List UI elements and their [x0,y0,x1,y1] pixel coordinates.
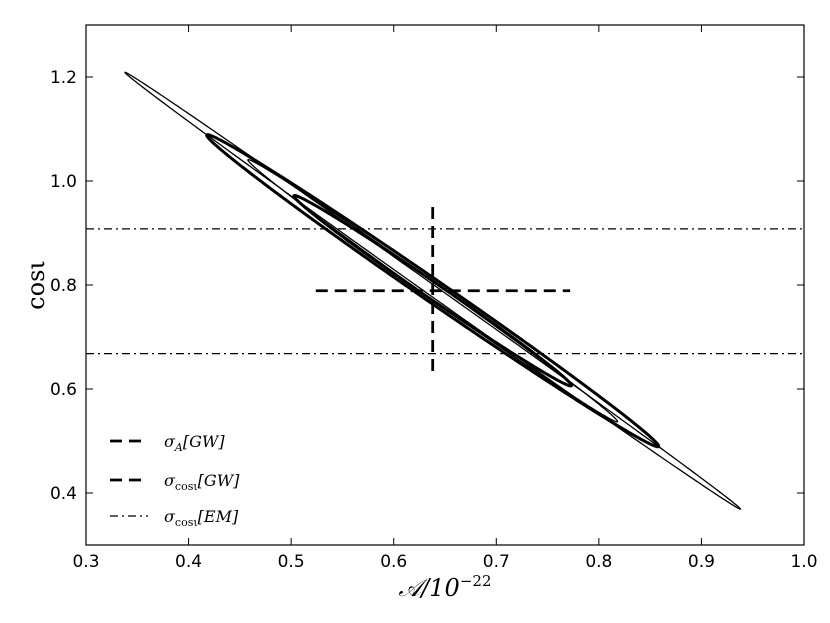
legend-symbol: σ [164,471,176,490]
y-tick-label: 0.6 [50,380,77,400]
x-axis-ticks: 0.3 0.4 0.5 0.6 0.7 0.8 0.9 1.0 [72,25,818,572]
x-axis-label-main: 𝒜/10 [399,574,460,602]
contour-ellipse-4 [292,194,573,388]
contour-ellipses [124,71,742,510]
x-axis-label: 𝒜/10−22 [399,572,492,602]
legend-subscript: A [174,441,183,454]
contour-ellipse-2 [205,133,661,449]
x-tick-label: 1.0 [790,552,817,572]
legend-label-text: [GW] [183,432,225,451]
x-tick-label: 0.8 [585,552,612,572]
y-axis-label: cosι [22,260,50,310]
x-tick-label: 0.5 [278,552,305,572]
x-tick-label: 0.9 [688,552,715,572]
legend-label-sigma_cos_GW: σcosι[GW] [164,471,240,493]
x-tick-label: 0.7 [483,552,510,572]
legend-label-text: [EM] [198,507,239,526]
legend-label-sigma_A_GW: σA[GW] [164,432,225,454]
legend-symbol: σ [164,432,176,451]
x-tick-label: 0.4 [175,552,202,572]
y-tick-label: 1.0 [50,172,77,192]
x-tick-label: 0.6 [380,552,407,572]
legend-label-sigma_cos_EM: σcosι[EM] [164,507,239,529]
legend-symbol: σ [164,507,176,526]
y-axis-ticks: 0.4 0.6 0.8 1.0 1.2 [50,68,804,504]
x-axis-label-exponent: −22 [460,572,492,590]
x-tick-label: 0.3 [72,552,99,572]
plot-frame [85,24,805,546]
y-tick-label: 1.2 [50,68,77,88]
legend-subscript: cosι [175,480,198,493]
legend-subscript: cosι [175,516,198,529]
legend-label-text: [GW] [198,471,240,490]
legend: σA[GW]σcosι[GW]σcosι[EM] [110,432,240,529]
y-tick-label: 0.8 [50,276,77,296]
y-tick-label: 0.4 [50,484,77,504]
sigma-lines [86,207,804,375]
